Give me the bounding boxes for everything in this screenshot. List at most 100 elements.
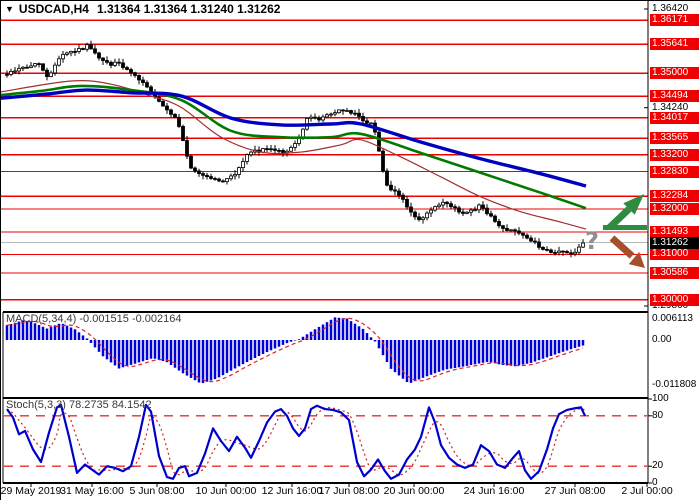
candle-body [221, 180, 225, 183]
macd-histogram-bar [169, 340, 173, 365]
price-level-label: 1.36171 [650, 14, 699, 27]
macd-histogram-bar [293, 340, 297, 341]
candle-body [489, 213, 493, 217]
candle-body [317, 117, 321, 121]
macd-histogram-bar [145, 340, 149, 360]
candle-body [41, 63, 45, 71]
ma-line-blue [1, 88, 587, 188]
macd-histogram-bar [81, 335, 85, 340]
macd-axis-label: -0.011808 [652, 379, 697, 390]
time-axis-label: 12 Jun 16:00 [261, 485, 323, 497]
down-arrow-shaft [609, 235, 635, 259]
macd-histogram-bar [121, 340, 125, 368]
candle-body [269, 148, 273, 151]
macd-histogram-bar [445, 340, 449, 370]
macd-histogram-bar [321, 324, 325, 340]
candle-body [133, 72, 137, 76]
macd-histogram-bar [177, 340, 181, 371]
ma-line-red [1, 79, 587, 230]
macd-histogram-bar [417, 340, 421, 380]
candle-body [129, 69, 133, 74]
candle-body [245, 154, 249, 162]
candle-body [473, 209, 477, 212]
candle-body [545, 249, 549, 251]
macd-histogram-bar [9, 323, 13, 340]
price-level-label: 1.32000 [650, 203, 699, 216]
candle-body [481, 204, 485, 209]
macd-histogram-bar [109, 340, 113, 363]
candle-body [117, 61, 121, 64]
chart-title-bar: ▼ USDCAD,H4 1.31364 1.31364 1.31240 1.31… [5, 2, 280, 16]
macd-histogram-bar [153, 340, 157, 359]
macd-histogram-bar [369, 337, 373, 340]
candle-body [377, 131, 381, 152]
macd-histogram-bar [21, 320, 25, 340]
price-level-label: 1.30000 [650, 293, 699, 306]
macd-histogram-bar [357, 326, 361, 340]
macd-histogram-bar [573, 340, 577, 349]
candle-body [457, 207, 461, 213]
candle-body [213, 178, 217, 180]
macd-histogram-bar [513, 340, 517, 367]
candle-body [397, 190, 401, 196]
candle-body [61, 54, 65, 60]
candle-body [453, 206, 457, 209]
candle-body [441, 201, 445, 206]
macd-histogram-bar [125, 340, 129, 367]
candle-body [569, 252, 573, 255]
macd-histogram-bar [409, 340, 413, 383]
candle-body [405, 198, 409, 208]
macd-histogram-bar [149, 340, 153, 359]
macd-histogram-bar [41, 326, 45, 340]
stoch-k-line [6, 403, 586, 480]
time-axis-label: 5 Jun 08:00 [129, 485, 185, 497]
candle-body [17, 68, 21, 72]
macd-histogram-bar [433, 340, 437, 374]
macd-histogram-bar [193, 340, 197, 381]
candle-body [197, 170, 201, 175]
macd-histogram-bar [93, 340, 97, 348]
macd-histogram-bar [173, 340, 177, 368]
macd-histogram-bar [65, 325, 69, 340]
macd-histogram-bar [209, 340, 213, 381]
macd-histogram-bar [29, 321, 33, 340]
price-axis-tick-label: 1.36420 [652, 3, 689, 14]
macd-histogram-bar [245, 340, 249, 363]
candle-body [185, 140, 189, 157]
candle-body [77, 48, 81, 52]
macd-histogram-bar [489, 340, 493, 363]
time-axis-label: 31 May 16:00 [60, 485, 124, 497]
candle-body [517, 230, 521, 234]
candle-body [461, 211, 465, 214]
macd-histogram-bar [161, 340, 165, 362]
macd-value: -0.001515 [79, 313, 129, 325]
macd-histogram-bar [341, 318, 345, 340]
macd-histogram-bar [377, 340, 381, 349]
candle-body [53, 64, 57, 74]
macd-histogram-bar [181, 340, 185, 374]
candle-body [289, 146, 293, 152]
macd-histogram-bar [553, 340, 557, 355]
candle-body [65, 52, 69, 55]
macd-histogram-bar [89, 340, 93, 343]
candle-body [509, 229, 513, 232]
macd-histogram-bar [501, 340, 505, 366]
macd-histogram-bar [457, 340, 461, 368]
symbol-dropdown-icon[interactable]: ▼ [5, 3, 14, 14]
macd-histogram-bar [249, 340, 253, 361]
macd-histogram-bar [73, 329, 77, 340]
candle-body [93, 48, 97, 54]
candle-body [109, 61, 113, 66]
macd-histogram-bar [57, 323, 61, 340]
macd-histogram-bar [577, 340, 581, 347]
macd-histogram-bar [241, 340, 245, 365]
stoch-signal-value: 84.1542 [111, 399, 152, 411]
macd-histogram-bar [33, 323, 37, 340]
macd-histogram-bar [333, 317, 337, 340]
candle-body [161, 100, 165, 107]
candle-body [537, 241, 541, 248]
candle-body [529, 237, 533, 242]
candle-body [341, 109, 345, 112]
